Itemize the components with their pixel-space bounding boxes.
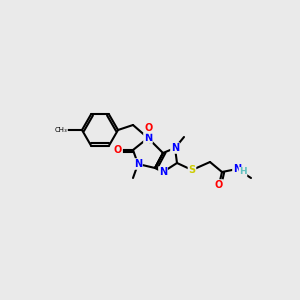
Text: O: O	[145, 123, 153, 133]
Text: H: H	[239, 167, 247, 176]
Text: O: O	[215, 180, 223, 190]
Text: N: N	[144, 133, 152, 143]
Text: S: S	[188, 165, 196, 175]
Text: N: N	[233, 164, 241, 174]
Text: N: N	[159, 167, 167, 177]
Text: O: O	[114, 145, 122, 155]
Text: N: N	[134, 159, 142, 169]
Text: N: N	[171, 143, 179, 153]
Text: CH₃: CH₃	[55, 127, 68, 133]
